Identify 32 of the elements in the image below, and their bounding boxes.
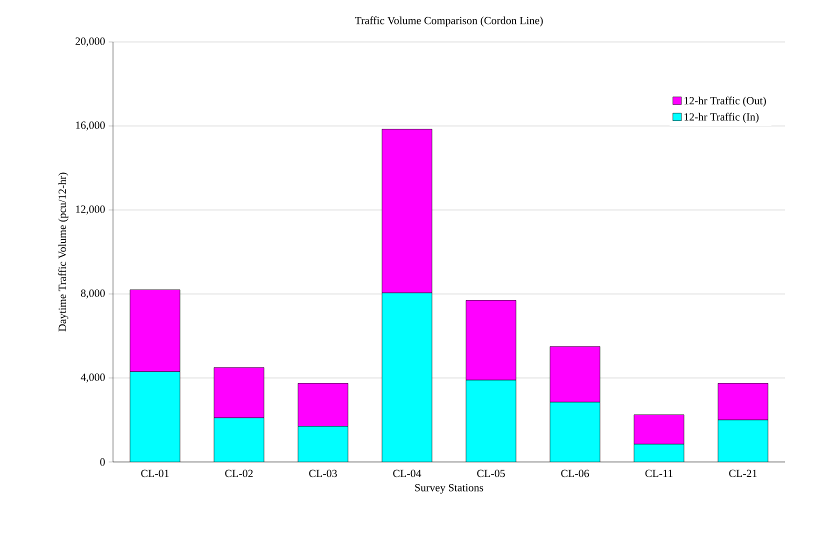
bar — [382, 292, 432, 462]
x-tick-label: CL-01 — [141, 470, 169, 478]
chart-title: Traffic Volume Comparison (Cordon Line) — [354, 16, 543, 26]
bar — [214, 418, 264, 462]
x-tick-label: CL-03 — [309, 470, 337, 478]
x-tick-label: CL-21 — [729, 470, 757, 478]
bar — [550, 346, 600, 402]
x-tick-label: CL-05 — [477, 470, 505, 478]
bar — [130, 372, 180, 462]
x-tick-label: CL-02 — [225, 470, 253, 478]
y-tick-label: 0 — [100, 458, 105, 466]
y-tick-label: 16,000 — [76, 122, 105, 130]
y-axis-title: Daytime Traffic Volume (pcu/12-hr) — [58, 172, 68, 332]
x-tick-label: CL-06 — [561, 470, 589, 478]
x-tick-label: CL-11 — [645, 470, 672, 478]
legend-label: 12-hr Traffic (Out) — [684, 96, 766, 107]
legend-label: 12-hr Traffic (In) — [684, 112, 759, 123]
bar — [298, 426, 348, 462]
y-tick-label: 4,000 — [80, 374, 105, 382]
bar — [718, 420, 768, 462]
y-tick-label: 12,000 — [76, 206, 105, 214]
x-tick-label: CL-04 — [393, 470, 422, 478]
bar — [634, 414, 684, 444]
bar — [634, 444, 684, 462]
bar — [298, 383, 348, 426]
y-tick-label: 8,000 — [81, 290, 105, 298]
bar — [466, 300, 516, 380]
y-tick-label: 20,000 — [76, 38, 105, 46]
x-axis-title: Survey Stations — [415, 484, 484, 494]
bar — [550, 402, 600, 462]
bar — [214, 367, 264, 418]
bar — [466, 380, 516, 462]
